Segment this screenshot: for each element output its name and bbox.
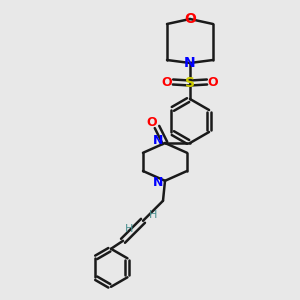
Text: H: H: [125, 224, 133, 234]
Text: O: O: [147, 116, 157, 128]
Text: S: S: [185, 76, 195, 90]
Text: O: O: [184, 12, 196, 26]
Text: O: O: [208, 76, 218, 88]
Text: N: N: [153, 134, 163, 148]
Text: N: N: [153, 176, 163, 189]
Text: O: O: [162, 76, 172, 88]
Text: H: H: [149, 210, 157, 220]
Text: N: N: [184, 56, 196, 70]
